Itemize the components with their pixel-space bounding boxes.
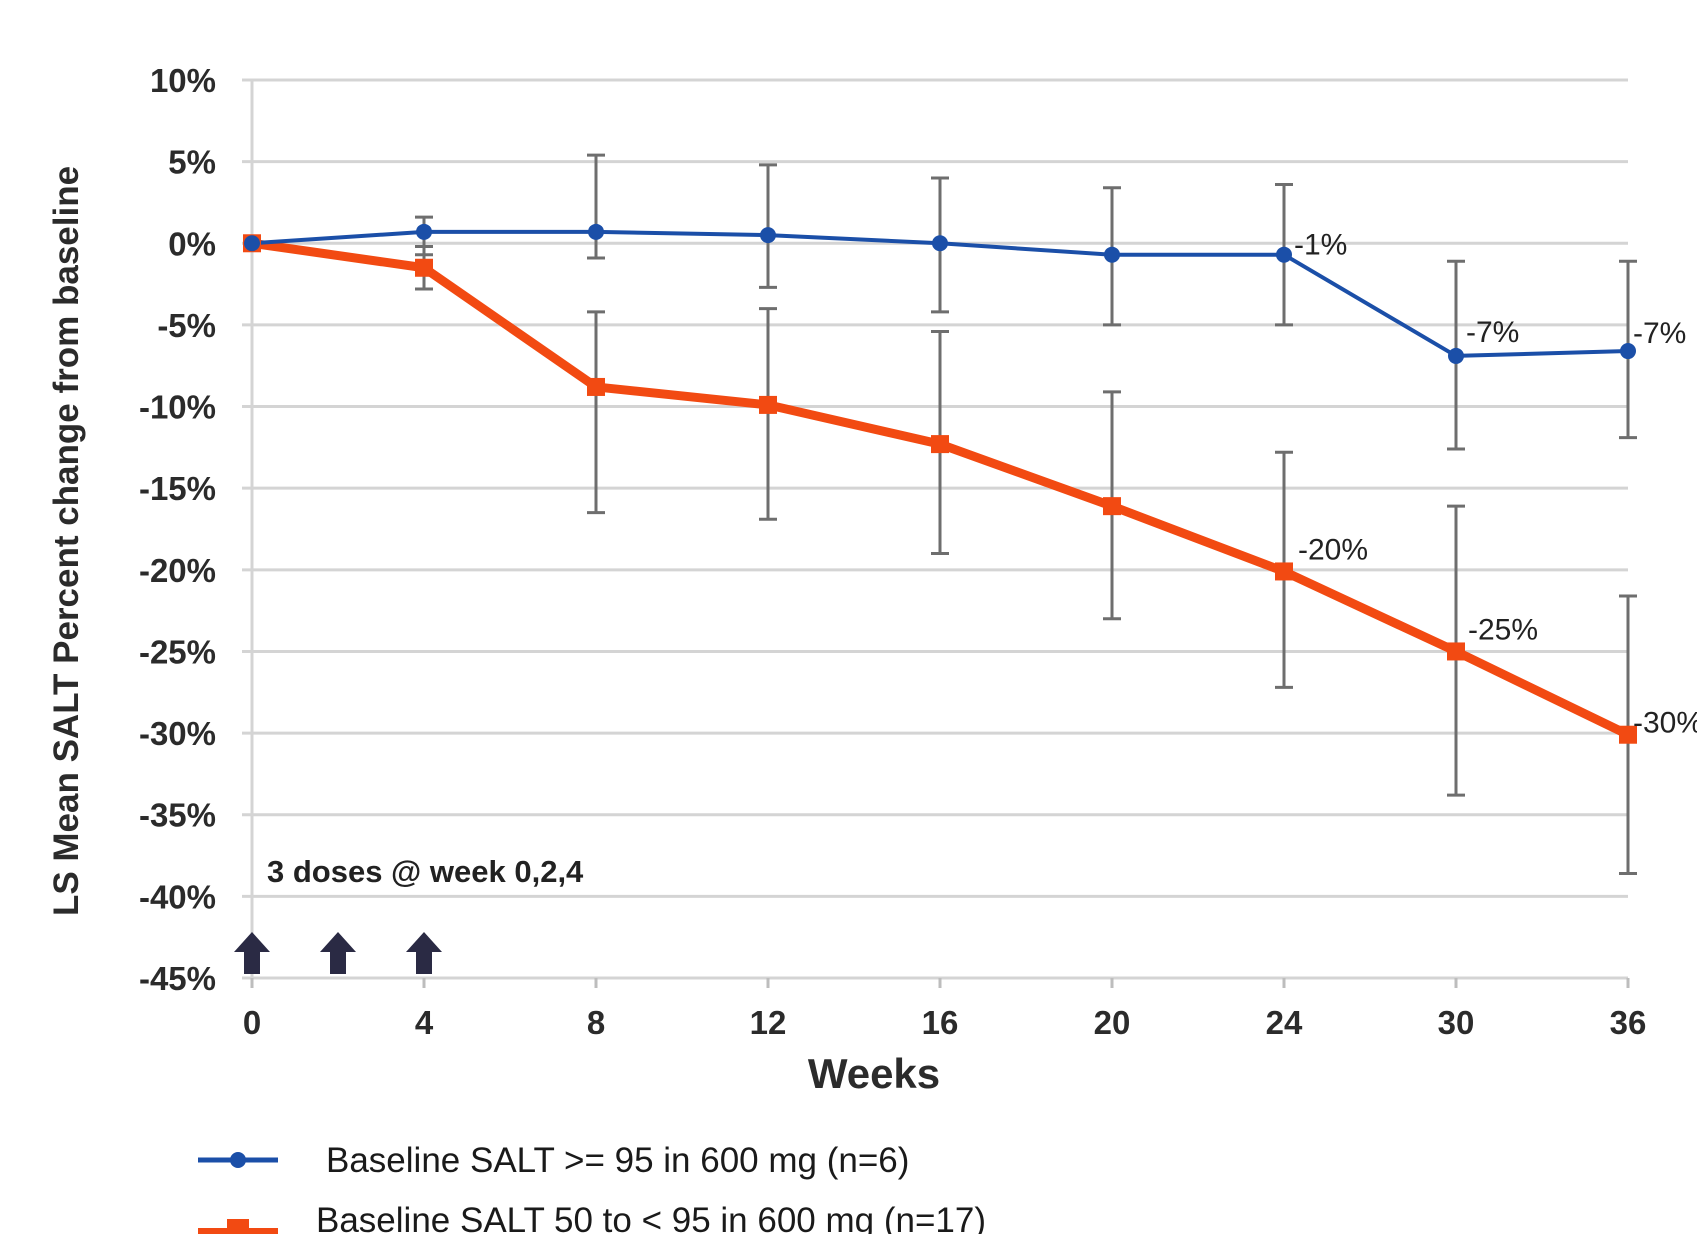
- y-tick-label: -30%: [139, 715, 216, 752]
- y-axis-tick-labels: 10% 5% 0% -5% -10% -15% -20% -25% -30% -35% -40% -4…: [139, 62, 216, 997]
- y-tick-label: -5%: [157, 307, 216, 344]
- up-arrow-icon: [320, 932, 356, 974]
- data-point-series-1: [1620, 343, 1636, 360]
- x-tick-label: 24: [1266, 1004, 1303, 1041]
- data-point-series-1: [1276, 246, 1292, 263]
- data-point-series-2: [1619, 725, 1637, 744]
- x-axis-title: Weeks: [808, 1050, 940, 1097]
- x-tick-label: 8: [587, 1004, 605, 1041]
- data-label-series-1: -7%: [1633, 317, 1686, 350]
- up-arrow-icon: [234, 932, 270, 974]
- data-label-series-1: -1%: [1294, 229, 1347, 262]
- data-label-series-1: -7%: [1466, 316, 1519, 349]
- up-arrow-icon: [406, 932, 442, 974]
- legend-item-series-2: Baseline SALT 50 to < 95 in 600 mg (n=17…: [198, 1201, 986, 1234]
- x-tick-label: 4: [415, 1004, 434, 1041]
- y-tick-label: 0%: [168, 225, 216, 262]
- x-tick-label: 30: [1438, 1004, 1475, 1041]
- x-tick-label: 12: [750, 1004, 787, 1041]
- dose-annotation-text: 3 doses @ week 0,2,4: [267, 854, 584, 889]
- legend-item-series-1: Baseline SALT >= 95 in 600 mg (n=6): [198, 1141, 909, 1180]
- y-tick-label: -40%: [139, 878, 216, 915]
- data-point-series-2: [1103, 497, 1121, 516]
- y-tick-label: 10%: [150, 62, 216, 99]
- legend-label-series-1: Baseline SALT >= 95 in 600 mg (n=6): [326, 1141, 909, 1180]
- data-point-series-1: [244, 235, 260, 252]
- y-tick-label: -35%: [139, 797, 216, 834]
- y-tick-label: -10%: [139, 389, 216, 426]
- dose-annotation: 3 doses @ week 0,2,4: [234, 854, 584, 974]
- data-point-series-1: [1448, 347, 1464, 364]
- data-point-series-1: [416, 223, 432, 240]
- data-point-series-2: [759, 395, 777, 414]
- y-tick-label: 5%: [168, 144, 216, 181]
- x-axis-tick-labels: 0 4 8 12 16 20 24 30 36: [243, 1004, 1647, 1041]
- y-tick-label: -25%: [139, 633, 216, 670]
- error-bar-series-1: [587, 153, 605, 260]
- x-tick-label: 36: [1610, 1004, 1647, 1041]
- data-point-series-2: [587, 377, 605, 396]
- y-axis-title: LS Mean SALT Percent change from baselin…: [47, 166, 86, 916]
- error-bar-series-2: [587, 310, 605, 515]
- legend: Baseline SALT >= 95 in 600 mg (n=6) Base…: [198, 1141, 986, 1234]
- x-tick-label: 20: [1094, 1004, 1131, 1041]
- point-data-labels: -1% -7% -7% -20% -25% -30%: [1294, 229, 1697, 740]
- error-bars: [415, 153, 1637, 876]
- legend-marker-series-1: [230, 1152, 246, 1168]
- data-label-series-2: -30%: [1633, 707, 1697, 740]
- y-tick-label: -45%: [139, 960, 216, 997]
- legend-marker-series-2: [227, 1219, 249, 1234]
- y-tick-label: -20%: [139, 552, 216, 589]
- error-bar-series-1: [759, 163, 777, 289]
- data-point-series-2: [931, 435, 949, 454]
- data-point-series-1: [588, 223, 604, 240]
- dose-arrow-icons: [234, 932, 442, 974]
- data-label-series-2: -25%: [1468, 613, 1538, 646]
- data-point-series-2: [415, 258, 433, 277]
- legend-label-series-2: Baseline SALT 50 to < 95 in 600 mg (n=17…: [316, 1201, 986, 1234]
- data-point-series-2: [1275, 562, 1293, 581]
- data-point-series-1: [760, 227, 776, 244]
- y-tick-label: -15%: [139, 470, 216, 507]
- series-markers: [243, 223, 1637, 744]
- data-point-series-2: [1447, 642, 1465, 661]
- x-tick-label: 16: [922, 1004, 959, 1041]
- data-point-series-1: [932, 235, 948, 252]
- data-label-series-2: -20%: [1298, 533, 1368, 566]
- data-point-series-1: [1104, 246, 1120, 263]
- gridlines: [242, 78, 1630, 988]
- x-tick-label: 0: [243, 1004, 261, 1041]
